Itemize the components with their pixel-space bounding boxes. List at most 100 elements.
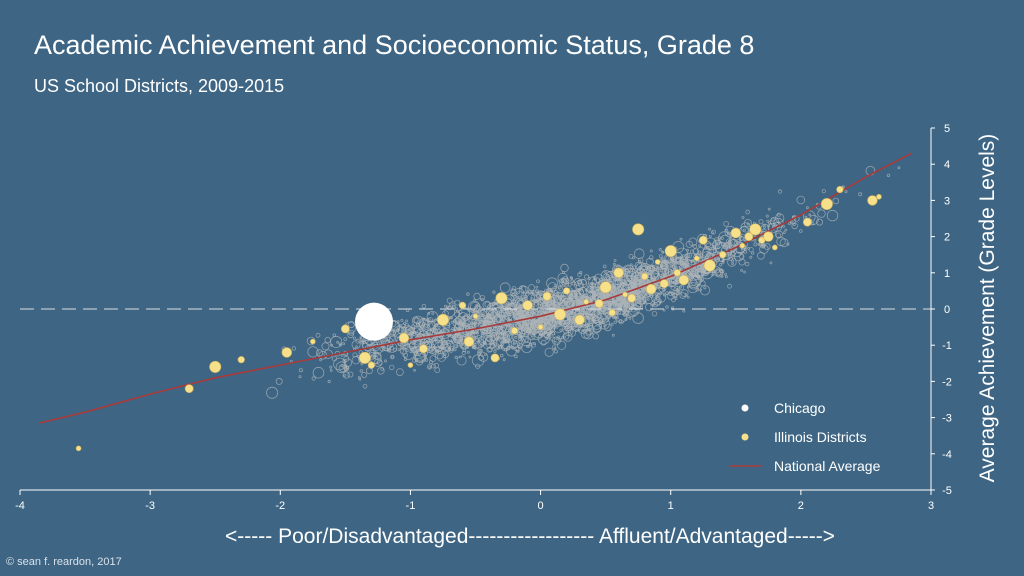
district-point	[412, 340, 416, 345]
district-point	[719, 262, 723, 267]
district-point	[575, 293, 579, 297]
district-point	[697, 246, 704, 254]
district-point	[622, 309, 629, 316]
district-point	[503, 312, 511, 320]
district-point	[550, 336, 556, 342]
district-point	[359, 336, 363, 340]
district-point	[629, 263, 633, 267]
district-point	[298, 368, 303, 373]
illinois-district-point	[739, 242, 746, 249]
illinois-district-point	[340, 324, 350, 334]
district-point	[413, 317, 421, 325]
y-tick-label: -2	[942, 376, 952, 388]
district-point	[499, 282, 511, 294]
district-point	[591, 319, 602, 330]
district-point	[336, 340, 340, 344]
district-point	[784, 228, 788, 232]
district-point	[767, 222, 779, 234]
district-point	[454, 307, 458, 311]
district-point	[639, 278, 646, 285]
district-point	[738, 239, 748, 250]
district-point	[682, 309, 686, 313]
district-point	[711, 273, 715, 277]
district-point	[603, 312, 606, 316]
district-point	[426, 311, 439, 323]
district-point	[570, 279, 574, 284]
district-point	[603, 324, 607, 328]
district-point	[342, 342, 346, 346]
district-point	[593, 325, 601, 334]
district-point	[347, 321, 355, 329]
district-point	[361, 371, 368, 378]
district-point	[757, 251, 765, 260]
x-tick-label: 3	[928, 500, 934, 512]
illinois-district-point	[698, 235, 708, 245]
district-point	[612, 262, 616, 266]
district-point	[821, 189, 826, 194]
district-point	[492, 331, 498, 337]
district-point	[808, 213, 812, 217]
district-point	[658, 254, 663, 259]
district-point	[740, 268, 743, 272]
district-point	[510, 292, 519, 301]
district-point	[663, 260, 669, 265]
district-point	[487, 317, 493, 323]
district-point	[544, 347, 554, 357]
district-point	[427, 311, 431, 315]
district-point	[603, 323, 612, 332]
district-point	[725, 228, 729, 232]
district-point	[553, 347, 557, 351]
district-point	[623, 278, 631, 286]
illinois-district-point	[554, 308, 567, 321]
district-point	[458, 310, 463, 315]
district-point	[676, 288, 680, 292]
district-point	[485, 335, 492, 342]
district-point	[679, 285, 682, 289]
district-point	[395, 368, 404, 377]
district-point	[651, 311, 658, 317]
y-tick-label: 5	[944, 123, 950, 135]
district-point	[743, 270, 746, 274]
district-point	[720, 275, 724, 278]
district-point	[441, 341, 448, 349]
illinois-district-point	[358, 351, 371, 364]
district-point	[569, 309, 574, 313]
district-point	[461, 350, 466, 356]
y-tick-label: -3	[942, 413, 952, 425]
illinois-district-point	[209, 360, 222, 373]
district-point	[637, 293, 642, 299]
district-point	[567, 329, 572, 334]
district-point	[586, 316, 591, 321]
district-point	[351, 340, 361, 350]
district-point	[591, 321, 602, 333]
district-point	[635, 294, 639, 298]
district-point	[489, 342, 493, 346]
district-point	[377, 367, 385, 375]
district-point	[335, 361, 348, 374]
district-point	[362, 383, 368, 389]
district-point	[708, 249, 715, 255]
legend-chicago-swatch	[741, 404, 749, 412]
illinois-district-point	[744, 232, 754, 241]
district-point	[592, 296, 596, 300]
district-point	[473, 292, 481, 300]
district-point	[463, 313, 471, 321]
district-point	[416, 322, 420, 326]
district-point	[492, 341, 496, 345]
district-point	[518, 333, 523, 338]
district-point	[520, 285, 529, 294]
district-point	[569, 317, 573, 321]
district-point	[451, 304, 455, 308]
district-point	[330, 335, 343, 348]
district-point	[569, 289, 581, 302]
district-point	[633, 248, 645, 260]
district-point	[557, 285, 562, 290]
district-point	[428, 360, 433, 365]
district-point	[790, 220, 794, 224]
district-point	[372, 343, 384, 355]
chart-subtitle: US School Districts, 2009-2015	[34, 76, 285, 96]
district-point	[563, 325, 574, 337]
district-point	[512, 314, 517, 318]
district-point	[611, 333, 615, 337]
district-point	[478, 352, 489, 362]
